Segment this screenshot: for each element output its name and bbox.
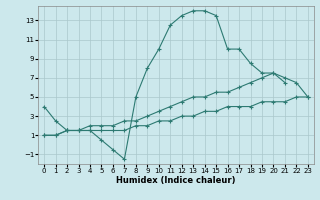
X-axis label: Humidex (Indice chaleur): Humidex (Indice chaleur) <box>116 176 236 185</box>
